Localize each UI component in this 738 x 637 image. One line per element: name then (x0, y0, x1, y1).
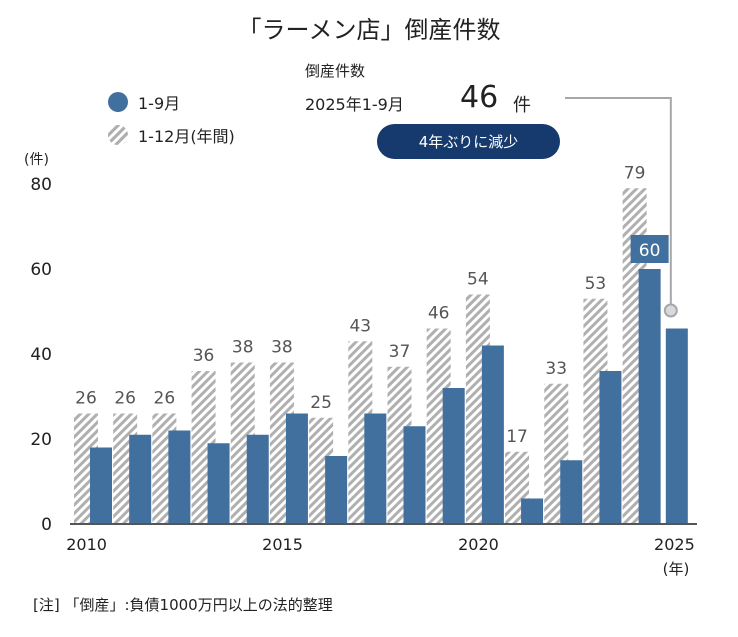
x-tick-label: 2010 (66, 535, 107, 554)
data-label-annual-2014: 38 (232, 338, 254, 358)
data-label-annual-2012: 26 (154, 389, 176, 409)
bar-jan-sep-2018 (403, 426, 426, 524)
bar-jan-sep-2015 (285, 413, 308, 524)
data-label-annual-2020: 54 (467, 270, 489, 290)
legend-label: 1-12月(年間) (138, 127, 235, 146)
bar-jan-sep-2012 (168, 430, 191, 524)
bar-jan-sep-2013 (207, 443, 230, 524)
data-label-annual-2023: 53 (585, 274, 607, 294)
data-label-annual-2010: 26 (75, 389, 97, 409)
y-tick-label: 80 (30, 175, 52, 195)
callout-unit: 件 (513, 95, 531, 116)
y-axis-unit-label: (件) (24, 152, 49, 168)
x-tick-label: 2020 (458, 535, 499, 554)
data-label-annual-2015: 38 (271, 338, 293, 358)
trend-badge: 4年ぶりに減少 (377, 124, 560, 159)
bar-jan-sep-2023 (599, 371, 622, 524)
data-label-annual-2013: 36 (193, 346, 215, 366)
legend-solid-swatch-icon (108, 92, 128, 112)
x-tick-label: 2025 (654, 535, 695, 554)
callout-leader-line (565, 97, 672, 311)
callout-period: 2025年1-9月 (305, 95, 404, 114)
y-tick-label: 60 (30, 260, 52, 280)
callout-label: 倒産件数 (305, 62, 366, 80)
legend-item-annual: 1-12月(年間) (108, 123, 235, 147)
data-label-annual-2017: 43 (349, 316, 371, 336)
data-label-annual-2019: 46 (428, 304, 450, 324)
bar-jan-sep-2021 (521, 498, 544, 524)
highlight-label-box (630, 235, 669, 263)
bar-jan-sep-2016 (325, 456, 348, 524)
y-tick-label: 0 (41, 515, 52, 535)
chart-title: 「ラーメン店」倒産件数 (237, 16, 501, 44)
bar-jan-sep-2022 (560, 460, 583, 524)
footnote: [注] 「倒産」:負債1000万円以上の法的整理 (33, 596, 333, 614)
data-label-annual-2021: 17 (506, 427, 528, 447)
legend-label: 1-9月 (138, 94, 181, 113)
callout-leader-dot-icon (663, 303, 678, 318)
legend-hatched-swatch-icon (108, 125, 128, 145)
y-tick-label: 20 (30, 430, 52, 450)
bar-jan-sep-2011 (129, 434, 152, 524)
highlight-label-2024: 60 (639, 241, 661, 261)
bar-jan-sep-2017 (364, 413, 387, 524)
data-label-annual-2016: 25 (310, 393, 332, 413)
data-label-annual-2018: 37 (389, 342, 411, 362)
y-tick-label: 40 (30, 345, 52, 365)
data-label-annual-2022: 33 (545, 359, 567, 379)
legend-item-jan-sep: 1-9月 (108, 90, 180, 114)
bar-jan-sep-2025 (665, 328, 688, 524)
callout-value: 46 (460, 80, 499, 115)
x-tick-label: 2015 (262, 535, 303, 554)
bar-jan-sep-2024 (638, 269, 661, 524)
bar-jan-sep-2014 (246, 434, 269, 524)
bar-jan-sep-2019 (442, 388, 465, 524)
x-axis-unit-label: (年) (663, 560, 690, 578)
bar-jan-sep-2010 (90, 447, 112, 524)
data-label-annual-2024: 79 (624, 163, 646, 183)
bar-jan-sep-2020 (481, 345, 504, 524)
data-label-annual-2011: 26 (114, 389, 136, 409)
